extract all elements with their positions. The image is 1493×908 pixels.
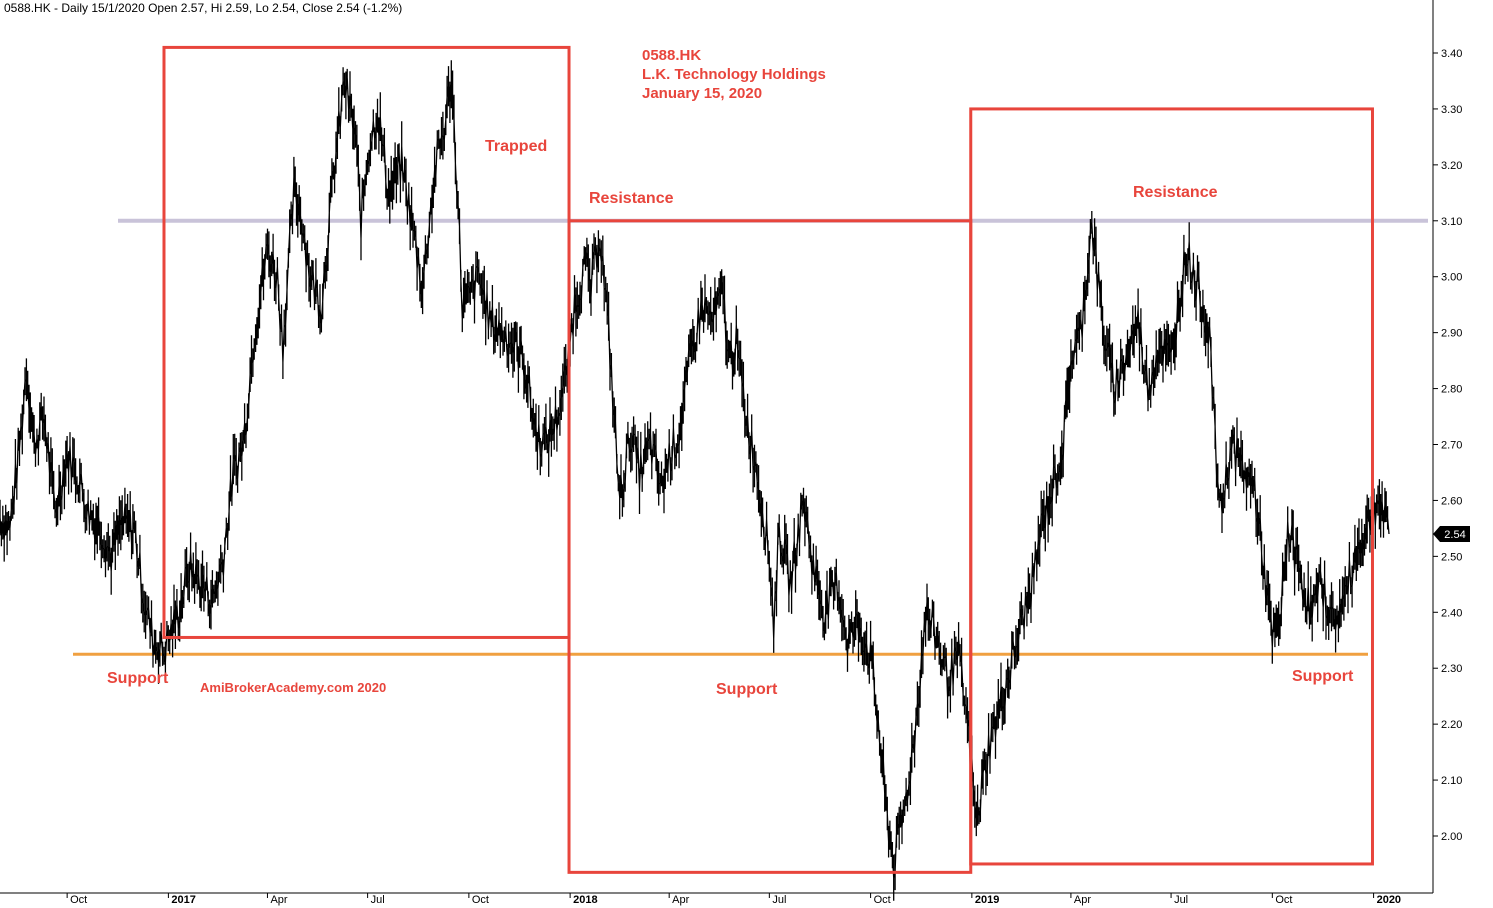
last-price-tag: 2.54 [1433,525,1470,542]
company-label: L.K. Technology Holdings [642,66,826,83]
y-tick-label: 2.00 [1441,831,1462,843]
x-tick-label: Oct [70,894,87,906]
y-tick-label: 3.00 [1441,272,1462,284]
y-tick-label: 2.90 [1441,328,1462,340]
x-tick-label: 2020 [1377,894,1401,906]
x-tick-label: Apr [672,894,689,906]
price-series [0,60,1390,901]
chart-header: 0588.HK - Daily 15/1/2020 Open 2.57, Hi … [4,1,402,15]
zone-box-3 [969,107,1374,866]
y-tick-label: 3.40 [1441,48,1462,60]
y-tick-label: 2.70 [1441,440,1462,452]
x-tick-label: 2018 [573,894,597,906]
resistance-label-2018: Resistance [589,190,674,207]
y-tick-label: 2.50 [1441,551,1462,563]
y-tick-label: 2.80 [1441,384,1462,396]
x-tick-label: Apr [1074,894,1091,906]
y-axis: 2.00 2.10 2.20 2.30 2.40 2.50 2.60 2.70 2.80 2.90… [1433,48,1462,843]
y-tick-label: 2.20 [1441,719,1462,731]
x-axis: Oct 2017 Apr Jul Oct 2018 Apr Jul Oct 2019 Apr Jul O… [66,893,1401,906]
support-label-2019: Support [1292,668,1354,685]
ticker-label: 0588.HK [642,47,701,64]
support-label-2018: Support [716,681,778,698]
resistance-label-2019: Resistance [1133,184,1218,201]
x-tick-label: Oct [874,894,891,906]
x-tick-label: Jul [1174,894,1188,906]
x-tick-label: 2017 [171,894,195,906]
zone-boxes [162,45,1374,874]
x-tick-label: Oct [1275,894,1292,906]
x-tick-label: Jul [371,894,385,906]
watermark-label: AmiBrokerAcademy.com 2020 [200,680,386,695]
last-price-label: 2.54 [1444,529,1465,541]
date-label: January 15, 2020 [642,85,762,102]
y-tick-label: 3.20 [1441,160,1462,172]
x-tick-label: Apr [270,894,287,906]
x-tick-label: 2019 [975,894,999,906]
x-tick-label: Oct [472,894,489,906]
y-tick-label: 2.10 [1441,775,1462,787]
trapped-label: Trapped [485,138,547,155]
support-label-2016: Support [107,670,169,687]
y-tick-label: 3.30 [1441,104,1462,116]
x-tick-label: Jul [772,894,786,906]
y-tick-label: 3.10 [1441,216,1462,228]
y-tick-label: 2.40 [1441,607,1462,619]
y-tick-label: 2.30 [1441,663,1462,675]
y-tick-label: 2.60 [1441,495,1462,507]
price-path [0,60,1390,901]
